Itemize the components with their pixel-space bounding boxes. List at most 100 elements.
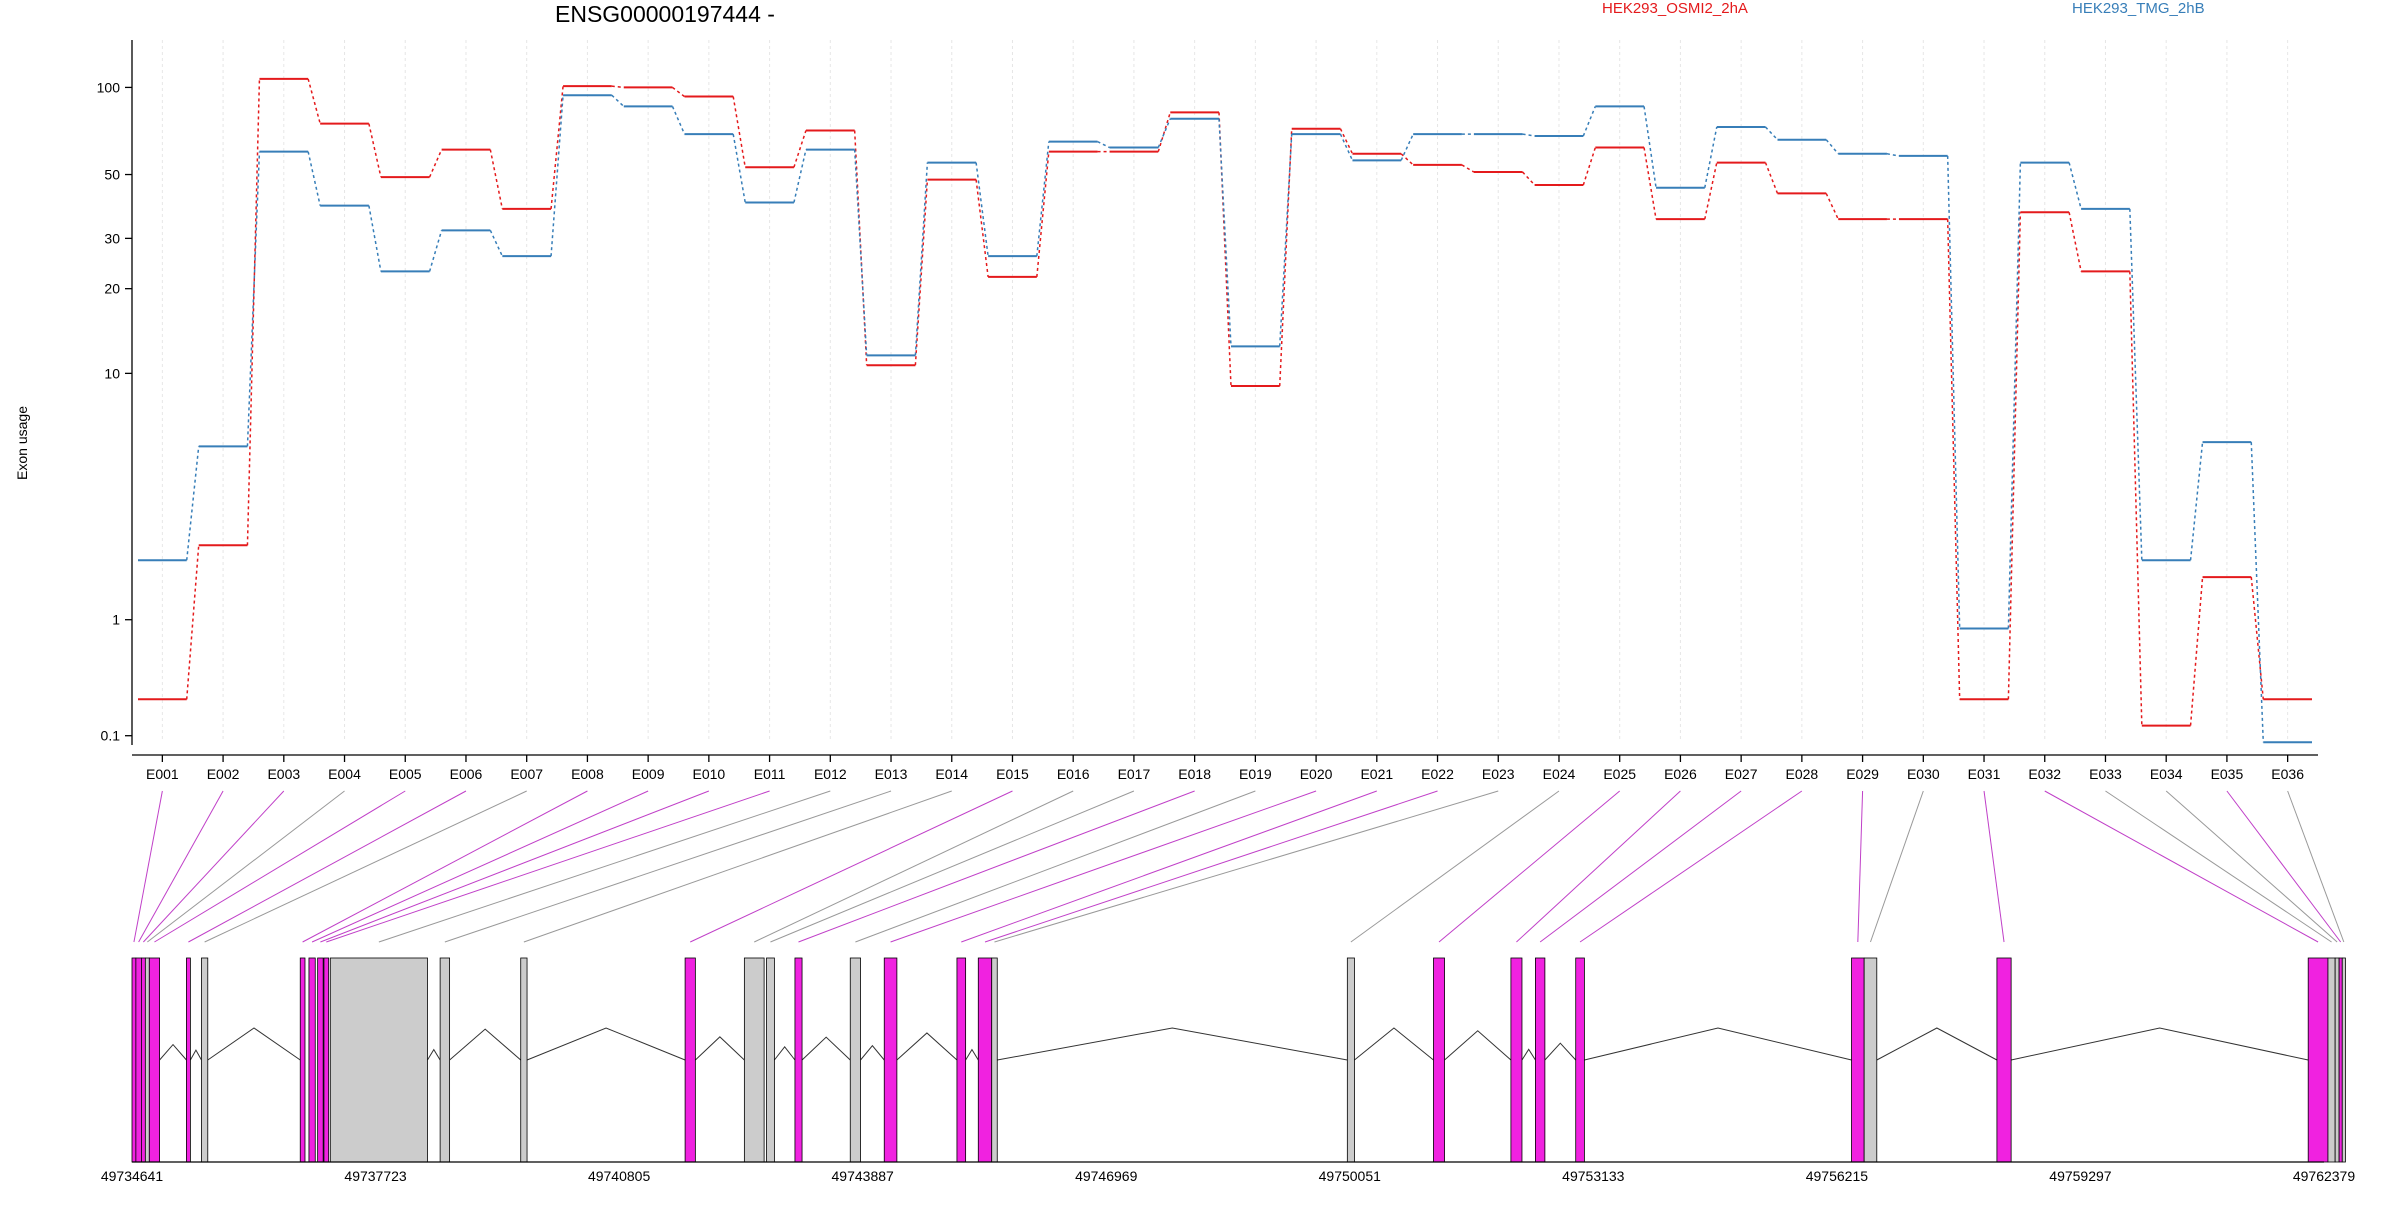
x-tick-label: E013 bbox=[875, 766, 908, 782]
series-transition bbox=[975, 162, 989, 257]
y-tick-label: 20 bbox=[104, 281, 120, 297]
series-transition bbox=[671, 106, 686, 135]
x-tick-label: E017 bbox=[1118, 766, 1151, 782]
exon-connector bbox=[523, 790, 952, 943]
genomic-coordinate-label: 49750051 bbox=[1319, 1168, 1382, 1184]
exon-connector bbox=[444, 790, 892, 943]
connector-layer bbox=[133, 790, 2345, 943]
series-transition bbox=[853, 149, 868, 356]
series-transition bbox=[489, 230, 504, 257]
genomic-coordinate-label: 49762379 bbox=[2293, 1168, 2356, 1184]
series-transition bbox=[1461, 164, 1475, 173]
series-transition bbox=[1157, 112, 1171, 152]
x-tick-label: E003 bbox=[267, 766, 300, 782]
series-transition bbox=[672, 86, 685, 98]
series-transition bbox=[550, 86, 564, 209]
series-layer bbox=[138, 77, 2312, 744]
x-tick-label: E021 bbox=[1360, 766, 1393, 782]
exon-block bbox=[308, 957, 316, 1163]
x-tick-label: E020 bbox=[1300, 766, 1333, 782]
exon-connector bbox=[690, 790, 1013, 943]
series-transition bbox=[1522, 171, 1536, 186]
exon-block bbox=[956, 957, 967, 1163]
series-transition bbox=[1278, 134, 1293, 347]
series-transition bbox=[2250, 577, 2265, 700]
series-transition bbox=[246, 151, 261, 447]
series-transition bbox=[611, 85, 624, 89]
exon-block bbox=[1863, 957, 1878, 1163]
exon-connector bbox=[1870, 790, 1924, 943]
intron bbox=[427, 1048, 441, 1061]
y-tick-label: 0.1 bbox=[101, 728, 121, 744]
exon-connector bbox=[143, 790, 285, 943]
exon-connector bbox=[754, 790, 1074, 943]
intron bbox=[2011, 1027, 2309, 1061]
x-tick-label: E034 bbox=[2150, 766, 2183, 782]
series-transition bbox=[1764, 126, 1779, 141]
x-tick-label: E011 bbox=[754, 766, 786, 782]
exon-connector bbox=[1579, 790, 1803, 943]
genomic-coordinate-label: 49746969 bbox=[1075, 1168, 1138, 1184]
series-transition bbox=[185, 545, 200, 700]
series-transition bbox=[1643, 106, 1657, 188]
series-transition bbox=[793, 130, 807, 168]
exon-block bbox=[684, 957, 696, 1163]
intron bbox=[207, 1027, 301, 1061]
exon-block bbox=[991, 957, 998, 1163]
intron bbox=[1354, 1027, 1434, 1061]
x-tick-label: E026 bbox=[1664, 766, 1697, 782]
exon-block bbox=[1510, 957, 1523, 1163]
series-transition bbox=[2007, 212, 2022, 700]
series-transition bbox=[550, 95, 564, 257]
y-tick-label: 100 bbox=[97, 79, 121, 95]
exon-connector bbox=[204, 790, 527, 943]
exon-connector bbox=[961, 790, 1377, 943]
x-tick-label: E022 bbox=[1421, 766, 1454, 782]
series-transition bbox=[1886, 153, 1900, 157]
x-tick-label: E024 bbox=[1543, 766, 1576, 782]
exon-block bbox=[299, 957, 306, 1163]
exon-block bbox=[323, 957, 330, 1163]
intron bbox=[1444, 1030, 1512, 1061]
series-transition bbox=[975, 179, 989, 277]
intron bbox=[1876, 1027, 1998, 1061]
series-transition bbox=[1400, 153, 1414, 166]
genomic-coordinate-label: 49734641 bbox=[101, 1168, 164, 1184]
x-tick-label: E014 bbox=[935, 766, 968, 782]
intron bbox=[695, 1036, 745, 1061]
y-tick-label: 30 bbox=[104, 230, 120, 246]
x-tick-label: E028 bbox=[1786, 766, 1819, 782]
exon-connector bbox=[770, 790, 1135, 943]
series-transition bbox=[914, 179, 929, 366]
exon-connector bbox=[1438, 790, 1621, 943]
exon-connector bbox=[2105, 790, 2332, 943]
series-transition bbox=[2068, 162, 2082, 210]
x-tick-label: E012 bbox=[814, 766, 847, 782]
exon-block bbox=[743, 957, 765, 1163]
exon-connector bbox=[188, 790, 467, 943]
exon-connector bbox=[994, 790, 1499, 943]
intron bbox=[159, 1043, 187, 1061]
intron bbox=[1584, 1027, 1852, 1061]
x-tick-label: E036 bbox=[2271, 766, 2304, 782]
axes-layer: 0.1 1 10 20 30 50 100 E001 E002 E003 E004 E005 E006 E… bbox=[97, 40, 2318, 782]
exon-block bbox=[1535, 957, 1546, 1163]
exon-connector bbox=[320, 790, 710, 943]
x-tick-label: E009 bbox=[632, 766, 665, 782]
exon-connector bbox=[133, 790, 163, 943]
exon-block bbox=[2341, 957, 2346, 1163]
intron bbox=[449, 1028, 522, 1061]
series-transition bbox=[732, 96, 746, 168]
genomic-coordinate-label: 49743887 bbox=[832, 1168, 895, 1184]
exon-block bbox=[439, 957, 451, 1163]
series-transition bbox=[1339, 128, 1354, 155]
x-tick-label: E030 bbox=[1907, 766, 1940, 782]
exon-block bbox=[1851, 957, 1865, 1163]
exon-block bbox=[1346, 957, 1355, 1163]
exon-block bbox=[2334, 957, 2340, 1163]
genomic-coordinate-label: 49759297 bbox=[2049, 1168, 2112, 1184]
series-transition bbox=[428, 149, 443, 178]
exon-connector bbox=[2044, 790, 2319, 943]
series-transition bbox=[914, 162, 929, 356]
exon-connector bbox=[1539, 790, 1742, 943]
